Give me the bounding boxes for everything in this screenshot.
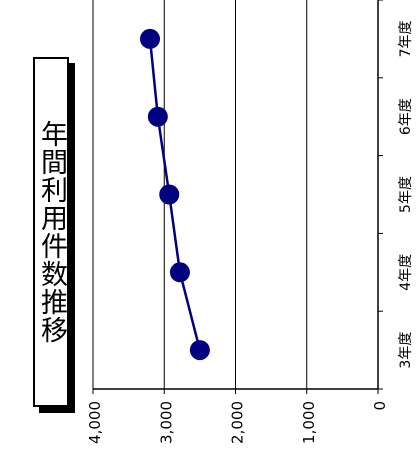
value-tick-label: 4,000 xyxy=(86,401,104,444)
chart-title: 年間利用件数推移 xyxy=(36,120,67,344)
category-label: 4年度 xyxy=(398,254,414,291)
category-label: 6年度 xyxy=(398,98,414,135)
data-point xyxy=(140,28,160,49)
chart-title-box xyxy=(33,57,69,407)
data-point xyxy=(169,262,190,283)
value-tick-label: 1,000 xyxy=(300,401,318,444)
value-tick-label: 3,000 xyxy=(157,401,175,444)
value-tick-label: 2,000 xyxy=(229,401,247,444)
category-label: 5年度 xyxy=(398,176,414,213)
data-point xyxy=(189,340,210,361)
category-label: 3年度 xyxy=(398,332,414,369)
data-point xyxy=(159,184,180,205)
data-point xyxy=(147,106,168,127)
value-tick-label: 0 xyxy=(371,401,389,411)
category-label: 7年度 xyxy=(398,20,414,57)
